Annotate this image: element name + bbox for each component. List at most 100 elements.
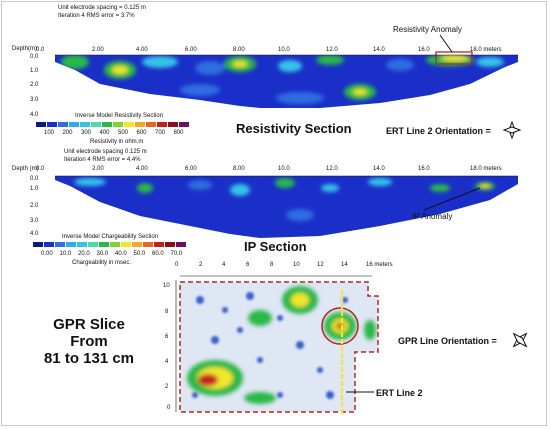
ert-line-label: ERT Line 2 bbox=[376, 388, 423, 398]
gpr-orientation-icon-arm-1 bbox=[512, 332, 528, 348]
ip-distance-tick-0: 0.0 bbox=[36, 166, 45, 172]
resistivity-depth-tick-4: 4.0 bbox=[30, 112, 39, 118]
ip-depth-tick-1: 1.0 bbox=[30, 186, 39, 192]
ip-scale-label-5: 50.0 bbox=[133, 251, 146, 257]
gpr-x-tick-2: 4 bbox=[222, 262, 226, 268]
resistivity-anomaly-label: Resistivity Anomaly bbox=[393, 25, 462, 34]
resistivity-depth-tick-3: 3.0 bbox=[30, 97, 39, 103]
ip-scale-label-7: 70.0 bbox=[170, 251, 183, 257]
gpr-y-tick-1: 8 bbox=[165, 309, 169, 315]
resistivity-scale-swatch-4 bbox=[80, 122, 90, 127]
gpr-x-tick-6: 12 bbox=[317, 262, 324, 268]
resistivity-scale-swatch-13 bbox=[179, 122, 189, 127]
ip-anomaly-label: IP Anomaly bbox=[412, 212, 453, 221]
ip-scale-label-4: 40.0 bbox=[115, 251, 127, 257]
ip-scale-swatch-2 bbox=[55, 242, 65, 247]
ip-scale-swatch-11 bbox=[154, 242, 164, 247]
ip-scale-swatch-10 bbox=[143, 242, 153, 247]
resistivity-depth-tick-1: 1.0 bbox=[30, 68, 39, 74]
resistivity-anomaly-box bbox=[435, 51, 473, 65]
resistivity-scale-swatch-0 bbox=[36, 122, 46, 127]
gpr-x-tick-7: 14 bbox=[341, 262, 348, 268]
resistivity-scale-swatch-8 bbox=[124, 122, 134, 127]
resistivity-anomaly-arrow bbox=[439, 34, 453, 53]
resistivity-scale-label-2: 300 bbox=[81, 130, 92, 136]
gpr-y-tick-5: 0 bbox=[167, 405, 171, 411]
ip-distance-tick-3: 6.00 bbox=[185, 166, 197, 172]
ip-anomaly-arrow bbox=[423, 187, 481, 211]
gpr-anomaly-circle bbox=[321, 307, 359, 345]
ip-scale-unit: Chargeability in msec. bbox=[72, 260, 132, 266]
resistivity-scale-swatch-7 bbox=[113, 122, 123, 127]
resistivity-scale-label-0: 100 bbox=[44, 130, 55, 136]
ip-scale-swatch-13 bbox=[176, 242, 186, 247]
ip-scale-swatch-1 bbox=[44, 242, 54, 247]
gpr-orientation-label: GPR Line Orientation = bbox=[398, 336, 497, 346]
resistivity-scale-swatch-11 bbox=[157, 122, 167, 127]
resistivity-scale-label-1: 200 bbox=[62, 130, 73, 136]
resistivity-distance-tick-9: 18.0 meters bbox=[470, 47, 502, 53]
gpr-title-line-2: From bbox=[70, 333, 108, 350]
resistivity-scale-swatch-2 bbox=[58, 122, 68, 127]
ip-distance-tick-8: 16.0 bbox=[418, 166, 430, 172]
resistivity-scale-label-6: 700 bbox=[155, 130, 166, 136]
ip-scale-swatch-4 bbox=[77, 242, 87, 247]
resistivity-scale-swatch-3 bbox=[69, 122, 79, 127]
gpr-x-tick-3: 6 bbox=[246, 262, 250, 268]
resistivity-distance-tick-8: 16.0 bbox=[418, 47, 430, 53]
resistivity-scale-label-4: 500 bbox=[118, 130, 129, 136]
ip-scale-swatch-0 bbox=[33, 242, 43, 247]
ip-distance-tick-5: 10.0 bbox=[278, 166, 290, 172]
gpr-orientation-icon bbox=[512, 332, 528, 348]
ip-scale-label-2: 20.0 bbox=[78, 251, 90, 257]
gpr-x-tick-0: 0 bbox=[175, 262, 179, 268]
resistivity-iteration-text: Iteration 4 RMS error = 3.7% bbox=[58, 13, 135, 19]
resistivity-scale-swatch-1 bbox=[47, 122, 57, 127]
resistivity-depth-tick-0: 0.0 bbox=[30, 54, 39, 60]
ip-distance-tick-7: 14.0 bbox=[373, 166, 385, 172]
resistivity-scale-unit: Resistivity in ohm.m bbox=[90, 139, 144, 145]
resistivity-distance-tick-4: 8.00 bbox=[233, 47, 245, 53]
gpr-y-tick-2: 6 bbox=[165, 334, 169, 340]
ip-scale-swatch-7 bbox=[110, 242, 120, 247]
ip-depth-tick-4: 4.0 bbox=[30, 231, 39, 237]
ip-spacing-text: Unit electrode spacing 0.125 m bbox=[64, 149, 147, 155]
ip-scale-label-6: 60.0 bbox=[152, 251, 164, 257]
ip-scale-swatch-5 bbox=[88, 242, 98, 247]
resistivity-spacing-text: Unit electrode spacing = 0.125 m bbox=[58, 5, 146, 11]
gpr-survey-boundary bbox=[179, 281, 379, 413]
ip-distance-tick-1: 2.00 bbox=[92, 166, 104, 172]
resistivity-scale-label-3: 400 bbox=[99, 130, 110, 136]
resistivity-distance-tick-2: 4.00 bbox=[136, 47, 148, 53]
resistivity-distance-tick-5: 10.0 bbox=[278, 47, 290, 53]
ert-orientation-label: ERT Line 2 Orientation = bbox=[386, 126, 491, 136]
resistivity-distance-tick-6: 12.0 bbox=[326, 47, 338, 53]
resistivity-depth-tick-2: 2.0 bbox=[30, 82, 39, 88]
ip-depth-tick-0: 0.0 bbox=[30, 176, 39, 182]
gpr-title-line-1: GPR Slice bbox=[53, 316, 125, 333]
ip-scale-swatch-8 bbox=[121, 242, 131, 247]
resistivity-scale-swatch-10 bbox=[146, 122, 156, 127]
ip-depth-tick-2: 2.0 bbox=[30, 203, 39, 209]
gpr-x-tick-1: 2 bbox=[199, 262, 203, 268]
resistivity-distance-tick-7: 14.0 bbox=[373, 47, 385, 53]
resistivity-scale-swatch-6 bbox=[102, 122, 112, 127]
ert-orientation-icon-horizontal bbox=[502, 126, 522, 134]
ip-scale-label-1: 10.0 bbox=[59, 251, 72, 257]
ip-scale-label-3: 30.0 bbox=[96, 251, 109, 257]
gpr-y-tick-3: 4 bbox=[165, 359, 169, 365]
resistivity-section-title: Resistivity Section bbox=[236, 121, 352, 136]
ip-depth-tick-3: 3.0 bbox=[30, 218, 39, 224]
gpr-title-line-3: 81 to 131 cm bbox=[43, 350, 135, 367]
ip-distance-tick-2: 4.00 bbox=[136, 166, 148, 172]
resistivity-distance-tick-3: 6.00 bbox=[185, 47, 197, 53]
ip-depth-label: Depth (m) bbox=[12, 166, 39, 172]
resistivity-scale-swatch-9 bbox=[135, 122, 145, 127]
ip-iteration-text: Iteration 4 RMS error = 4.4% bbox=[64, 157, 141, 163]
ip-scale-label-0: 0.00 bbox=[41, 251, 53, 257]
ip-distance-tick-9: 18.0 meters bbox=[470, 166, 502, 172]
resistivity-scale-label-7: 800 bbox=[173, 130, 184, 136]
gpr-y-tick-0: 10 bbox=[163, 283, 170, 289]
